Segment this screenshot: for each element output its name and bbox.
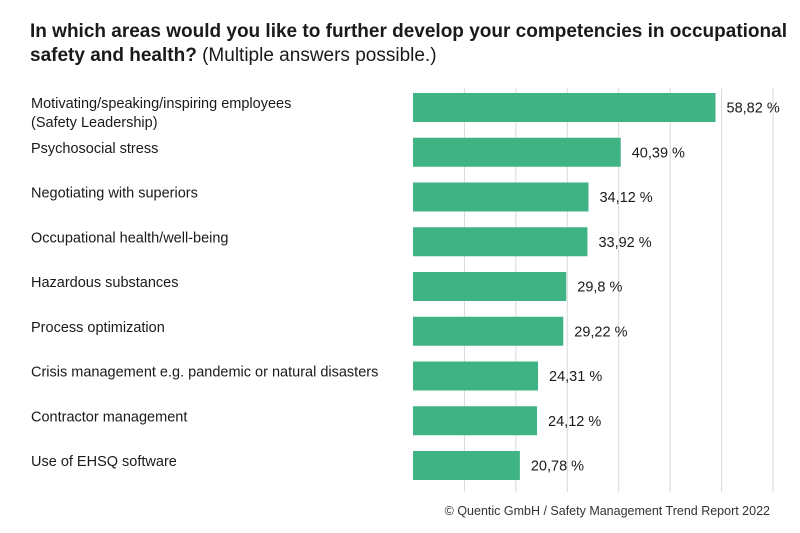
bar bbox=[413, 272, 567, 301]
category-label-line: Negotiating with superiors bbox=[31, 186, 198, 202]
source-credit: © Quentic GmbH / Safety Management Trend… bbox=[444, 504, 770, 518]
value-label: 24,12 % bbox=[548, 414, 601, 430]
category-label-line: Crisis management e.g. pandemic or natur… bbox=[31, 365, 378, 381]
category-label-line: Process optimization bbox=[31, 320, 165, 336]
category-label: Negotiating with superiors bbox=[31, 186, 198, 202]
value-label: 40,39 % bbox=[632, 145, 685, 161]
value-label: 33,92 % bbox=[598, 235, 651, 251]
category-label-line: Occupational health/well-being bbox=[31, 230, 229, 246]
category-label-line: Psychosocial stress bbox=[31, 141, 158, 157]
category-label-line: Use of EHSQ software bbox=[31, 454, 177, 470]
category-label: Hazardous substances bbox=[31, 275, 179, 291]
bar bbox=[413, 182, 589, 212]
category-label: Contractor management bbox=[31, 409, 187, 425]
category-label: Process optimization bbox=[31, 320, 165, 336]
value-label: 29,22 % bbox=[574, 324, 627, 340]
value-label: 20,78 % bbox=[531, 459, 584, 475]
value-label: 58,82 % bbox=[727, 101, 780, 117]
bar bbox=[413, 137, 621, 167]
value-label: 29,8 % bbox=[577, 280, 622, 296]
chart-title-question: In which areas would you like to further… bbox=[30, 21, 787, 66]
bar bbox=[413, 316, 564, 346]
bars bbox=[413, 93, 716, 480]
bar bbox=[413, 451, 520, 480]
category-label-line: Motivating/speaking/inspiring employees bbox=[31, 96, 291, 112]
bar bbox=[413, 406, 538, 436]
value-label: 34,12 % bbox=[599, 190, 652, 206]
category-labels: Motivating/speaking/inspiring employees (… bbox=[31, 96, 378, 470]
bar bbox=[413, 361, 539, 391]
bar bbox=[413, 227, 588, 257]
chart-title: In which areas would you like to further… bbox=[30, 20, 790, 68]
value-label: 24,31 % bbox=[549, 369, 602, 385]
category-label: Use of EHSQ software bbox=[31, 454, 177, 470]
category-label: Motivating/speaking/inspiring employees (… bbox=[31, 96, 291, 131]
value-labels: 58,82 % 40,39 % 34,12 % 33,92 % 29,8 % 29,22 … bbox=[531, 101, 780, 475]
category-label: Crisis management e.g. pandemic or natur… bbox=[31, 365, 378, 381]
category-label-line: (Safety Leadership) bbox=[31, 115, 158, 131]
category-label: Occupational health/well-being bbox=[31, 230, 229, 246]
category-label-line: Contractor management bbox=[31, 409, 187, 425]
chart-title-note: (Multiple answers possible.) bbox=[202, 45, 437, 66]
category-label: Psychosocial stress bbox=[31, 141, 158, 157]
category-label-line: Hazardous substances bbox=[31, 275, 179, 291]
bar bbox=[413, 93, 716, 122]
